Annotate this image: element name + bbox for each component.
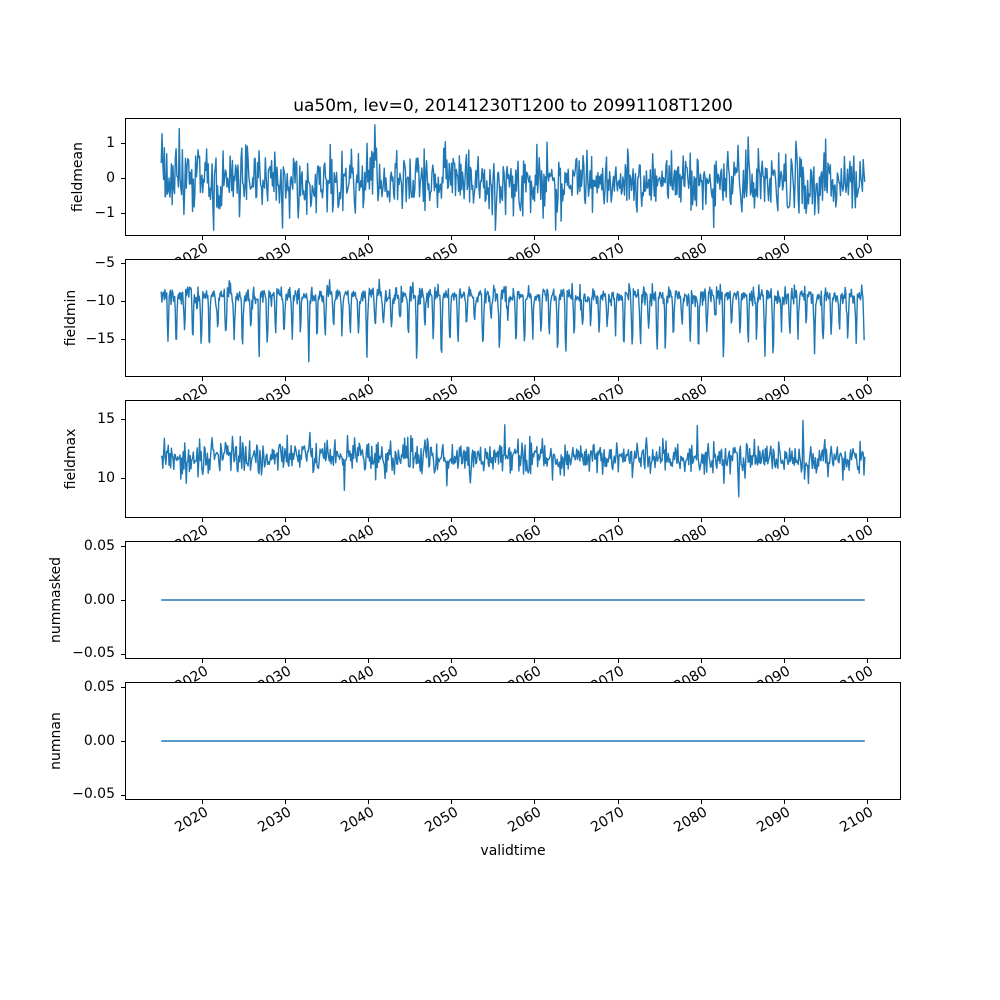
- x-tick-mark: [700, 659, 702, 663]
- x-tick-mark: [285, 236, 286, 240]
- plot-area-fieldmax: [160, 419, 866, 498]
- x-tick-mark: [368, 377, 370, 381]
- y-tick-mark: [121, 653, 125, 655]
- y-tick-mark: [121, 741, 125, 742]
- y-tick-mark: [121, 794, 125, 796]
- y-tick-label: −15: [85, 330, 115, 347]
- plot-line-fieldmean: [160, 124, 866, 231]
- y-tick-mark: [121, 301, 125, 302]
- x-tick-mark: [534, 236, 536, 240]
- y-tick-mark: [121, 546, 125, 548]
- x-tick-mark: [451, 518, 453, 522]
- x-tick-mark: [534, 800, 536, 804]
- x-tick-label-text: 2070: [588, 804, 627, 836]
- x-tick-mark: [617, 236, 619, 240]
- x-tick-mark: [783, 659, 785, 663]
- y-tick-label: 0.05: [83, 678, 115, 695]
- y-tick-label: 1: [106, 134, 115, 151]
- x-tick-mark: [866, 800, 868, 804]
- y-tick-label: 10: [97, 469, 115, 486]
- x-tick-mark: [368, 518, 370, 522]
- x-tick-mark: [700, 518, 702, 522]
- x-tick-mark: [201, 377, 203, 381]
- x-tick-mark: [368, 800, 370, 804]
- x-tick-mark: [534, 377, 536, 381]
- x-tick-mark: [783, 800, 785, 804]
- y-tick-mark: [121, 600, 125, 601]
- x-tick-mark: [285, 518, 286, 522]
- axes-fieldmax: [125, 400, 901, 518]
- x-tick-mark: [285, 377, 286, 381]
- y-tick-mark: [121, 178, 125, 179]
- x-tick-mark: [451, 377, 453, 381]
- x-tick-mark: [201, 659, 203, 663]
- x-tick-mark: [700, 800, 702, 804]
- x-tick-label-text: 2020: [172, 804, 212, 836]
- x-tick-mark: [368, 659, 370, 663]
- x-tick-mark: [866, 236, 868, 240]
- y-tick-label: −0.05: [72, 645, 115, 662]
- x-tick-label-text: 2040: [338, 804, 378, 836]
- y-tick-mark: [121, 263, 125, 264]
- x-tick-mark: [783, 377, 785, 381]
- axes-fieldmin: [125, 259, 901, 377]
- plot-area-nummasked: [161, 599, 865, 601]
- x-tick-label-text: 2030: [255, 804, 295, 836]
- y-tick-label: 0.05: [83, 537, 115, 554]
- x-tick-mark: [617, 518, 619, 522]
- x-tick-label-text: 2090: [754, 804, 794, 836]
- plot-area-fieldmean: [160, 124, 866, 231]
- y-tick-label: −1: [94, 204, 115, 221]
- x-tick-mark: [368, 236, 370, 240]
- plot-area-fieldmin: [160, 278, 865, 363]
- y-tick-label: −10: [85, 292, 115, 309]
- y-tick-mark: [121, 143, 125, 145]
- y-tick-label: 0: [106, 169, 115, 186]
- x-tick-label-text: 2080: [671, 804, 711, 836]
- x-tick-mark: [534, 518, 536, 522]
- y-tick-label: 15: [97, 410, 115, 427]
- y-tick-mark: [121, 687, 125, 689]
- plot-line-fieldmax: [160, 419, 866, 498]
- x-tick-mark: [285, 659, 286, 663]
- x-tick-mark: [451, 800, 453, 804]
- x-tick-mark: [201, 800, 203, 804]
- x-axis-title: validtime: [480, 843, 546, 859]
- x-tick-mark: [201, 236, 203, 240]
- figure-title: ua50m, lev=0, 20141230T1200 to 20991108T…: [293, 96, 733, 116]
- x-tick-mark: [534, 659, 536, 663]
- y-tick-mark: [121, 339, 125, 340]
- x-tick-mark: [451, 236, 453, 240]
- x-tick-mark: [866, 518, 868, 522]
- x-tick-mark: [866, 659, 868, 663]
- x-tick-mark: [617, 659, 619, 663]
- y-tick-mark: [121, 419, 125, 420]
- x-tick-mark: [700, 236, 702, 240]
- x-tick-mark: [285, 800, 286, 804]
- y-tick-mark: [121, 478, 125, 479]
- x-tick-mark: [617, 377, 619, 381]
- axes-nummasked: [125, 541, 901, 659]
- x-tick-mark: [700, 377, 702, 381]
- y-tick-label: −0.05: [72, 786, 115, 803]
- x-tick-mark: [783, 236, 785, 240]
- x-tick-label-text: 2060: [505, 804, 544, 836]
- axes-fieldmean: [125, 118, 901, 236]
- x-tick-mark: [866, 377, 868, 381]
- x-tick-mark: [783, 518, 785, 522]
- y-tick-label: 0.00: [83, 591, 115, 608]
- y-tick-mark: [121, 213, 125, 214]
- plot-line-fieldmin: [160, 278, 865, 363]
- plot-area-numnan: [161, 740, 865, 742]
- x-tick-label-text: 2050: [421, 804, 461, 836]
- axes-numnan: [125, 682, 901, 800]
- x-tick-mark: [617, 800, 619, 804]
- x-tick-mark: [201, 518, 203, 522]
- y-tick-label: −5: [94, 254, 115, 271]
- y-tick-label: 0.00: [83, 732, 115, 749]
- x-tick-label-text: 2100: [837, 804, 877, 836]
- x-tick-mark: [451, 659, 453, 663]
